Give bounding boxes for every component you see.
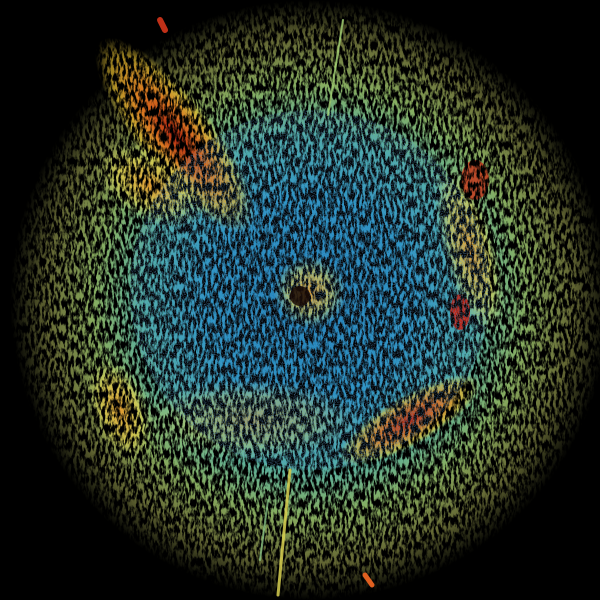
spoke xyxy=(362,572,375,588)
spokes xyxy=(157,17,375,597)
spoke xyxy=(276,468,292,597)
radar-site xyxy=(290,286,310,306)
texture xyxy=(130,110,490,470)
spoke xyxy=(157,17,168,33)
echo-cell-northeast xyxy=(461,160,489,200)
texture-disc xyxy=(130,110,490,470)
echo-band-southwest xyxy=(86,357,154,463)
spoke xyxy=(327,19,344,116)
spoke xyxy=(259,499,269,561)
